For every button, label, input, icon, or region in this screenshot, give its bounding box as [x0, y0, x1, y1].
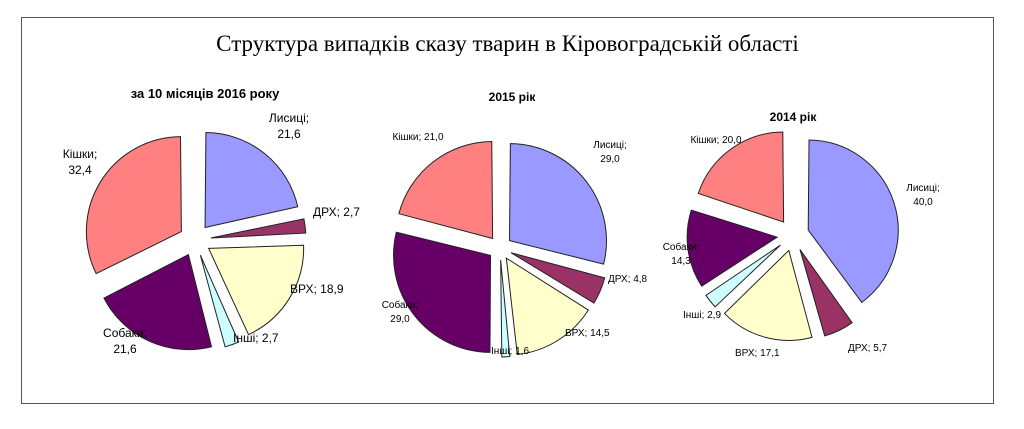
pie-slice-1-1	[204, 132, 299, 229]
data-label-1-4: Інші; 2,7	[233, 331, 279, 345]
data-label-2-5: Собаки; 29,0	[382, 299, 419, 325]
pie-slice-2-1	[508, 143, 607, 265]
data-label-2-4: Інші; 1,6	[491, 346, 529, 357]
data-label-1-2: ДРХ; 2,7	[313, 205, 360, 219]
data-label-3-3: ВРХ; 17,1	[735, 348, 780, 359]
chart-title-3: 2014 рік	[770, 110, 818, 124]
pie-slice-1-3	[207, 244, 305, 336]
pie-slice-2-4	[500, 259, 511, 358]
pie-slice-2-6	[398, 141, 494, 240]
pie-slice-1-6	[85, 136, 182, 275]
pie-slice-2-3	[505, 257, 590, 356]
data-label-2-6: Кішки; 21,0	[392, 132, 443, 143]
pie-slice-2-2	[510, 252, 606, 304]
page-title: Структура випадків сказу тварин в Кірово…	[216, 31, 799, 56]
chart-title-1: за 10 місяців 2016 року	[131, 86, 280, 101]
pie-slice-1-5	[103, 253, 213, 351]
data-label-3-5: Собаки; 14,3	[663, 241, 700, 267]
data-label-1-1: Лисиці; 21,6	[269, 111, 309, 141]
data-label-3-6: Кішки; 20,0	[690, 135, 741, 146]
pie-slice-1-4	[199, 254, 240, 348]
data-label-3-2: ДРХ; 5,7	[848, 343, 888, 354]
chart-title-2: 2015 рік	[489, 90, 537, 104]
pie-slice-3-1	[807, 139, 899, 304]
data-label-1-5: Собаки; 21,6	[103, 326, 147, 356]
data-label-2-3: ВРХ; 14,5	[565, 328, 610, 339]
data-label-1-3: ВРХ; 18,9	[290, 282, 344, 296]
pie-slice-2-5	[393, 231, 492, 353]
pie-slice-3-2	[799, 249, 853, 337]
pie-slice-3-3	[723, 249, 813, 341]
data-label-2-1: Лисиці; 29,0	[593, 140, 626, 165]
data-label-3-1: Лисиці; 40,0	[906, 183, 939, 208]
pie-slice-3-4	[705, 244, 781, 308]
data-label-3-4: Інші; 2,9	[683, 310, 721, 321]
pie-slice-1-2	[210, 218, 307, 239]
pie-slice-3-5	[686, 209, 779, 287]
data-label-1-6: Кішки; 32,4	[63, 147, 98, 177]
data-label-2-2: ДРХ; 4,8	[608, 274, 648, 285]
pie-slice-3-6	[697, 131, 785, 223]
